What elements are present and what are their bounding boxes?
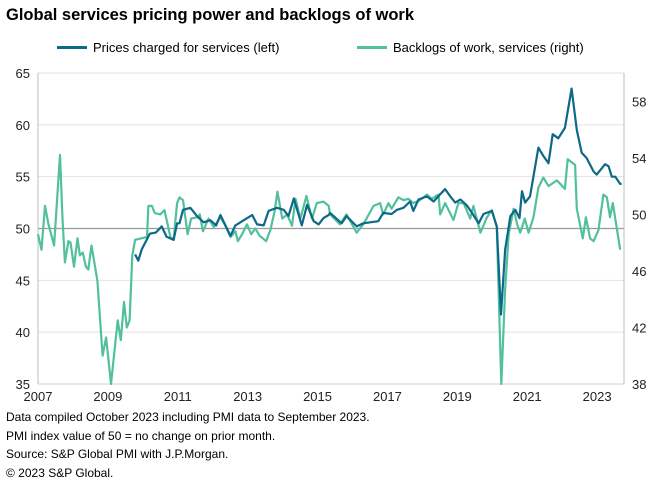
x-tick-label: 2017 — [373, 389, 402, 404]
y-right-tick-label: 58 — [632, 94, 646, 109]
y-left-tick-label: 45 — [16, 273, 30, 288]
legend-swatch-backlogs — [357, 46, 387, 49]
y-right-tick-label: 38 — [632, 377, 646, 392]
series-line-prices — [134, 87, 622, 316]
x-tick-label: 2023 — [583, 389, 612, 404]
series-line-backlogs — [36, 153, 622, 386]
legend-item-backlogs: Backlogs of work, services (right) — [357, 40, 584, 55]
x-tick-label: 2021 — [513, 389, 542, 404]
legend-label-prices: Prices charged for services (left) — [93, 40, 280, 55]
y-left-tick-label: 60 — [16, 118, 30, 133]
x-tick-label: 2013 — [233, 389, 262, 404]
y-left-tick-label: 55 — [16, 170, 30, 185]
y-right-tick-label: 42 — [632, 320, 646, 335]
legend-item-prices: Prices charged for services (left) — [57, 40, 279, 55]
y-left-tick-label: 40 — [16, 325, 30, 340]
footnote-pmi-definition: PMI index value of 50 = no change on pri… — [6, 428, 276, 443]
y-left-tick-label: 65 — [16, 66, 30, 81]
footnote-data-compiled: Data compiled October 2023 including PMI… — [6, 410, 370, 424]
chart-title: Global services pricing power and backlo… — [6, 6, 415, 24]
x-tick-label: 2011 — [164, 389, 192, 404]
y-right-tick-label: 54 — [632, 151, 646, 166]
x-tick-label: 2019 — [443, 389, 472, 404]
y-left-tick-label: 50 — [16, 222, 30, 237]
footnote-source: Source: S&P Global PMI with J.P.Morgan. — [6, 447, 229, 461]
legend-swatch-prices — [57, 46, 87, 49]
y-left-tick-label: 35 — [16, 377, 30, 392]
y-right-tick-label: 46 — [632, 264, 646, 279]
x-tick-label: 2007 — [24, 389, 53, 404]
footnotes: Data compiled October 2023 including PMI… — [6, 408, 370, 482]
x-tick-label: 2009 — [93, 389, 122, 404]
footnote-copyright: © 2023 S&P Global. — [6, 465, 114, 480]
x-tick-label: 2015 — [303, 389, 332, 404]
y-right-tick-label: 50 — [632, 207, 646, 222]
chart-plot: 35 40 45 50 55 60 65 38 42 46 50 54 58 2007 2009 2011 20… — [16, 66, 647, 404]
legend-label-backlogs: Backlogs of work, services (right) — [393, 40, 584, 55]
